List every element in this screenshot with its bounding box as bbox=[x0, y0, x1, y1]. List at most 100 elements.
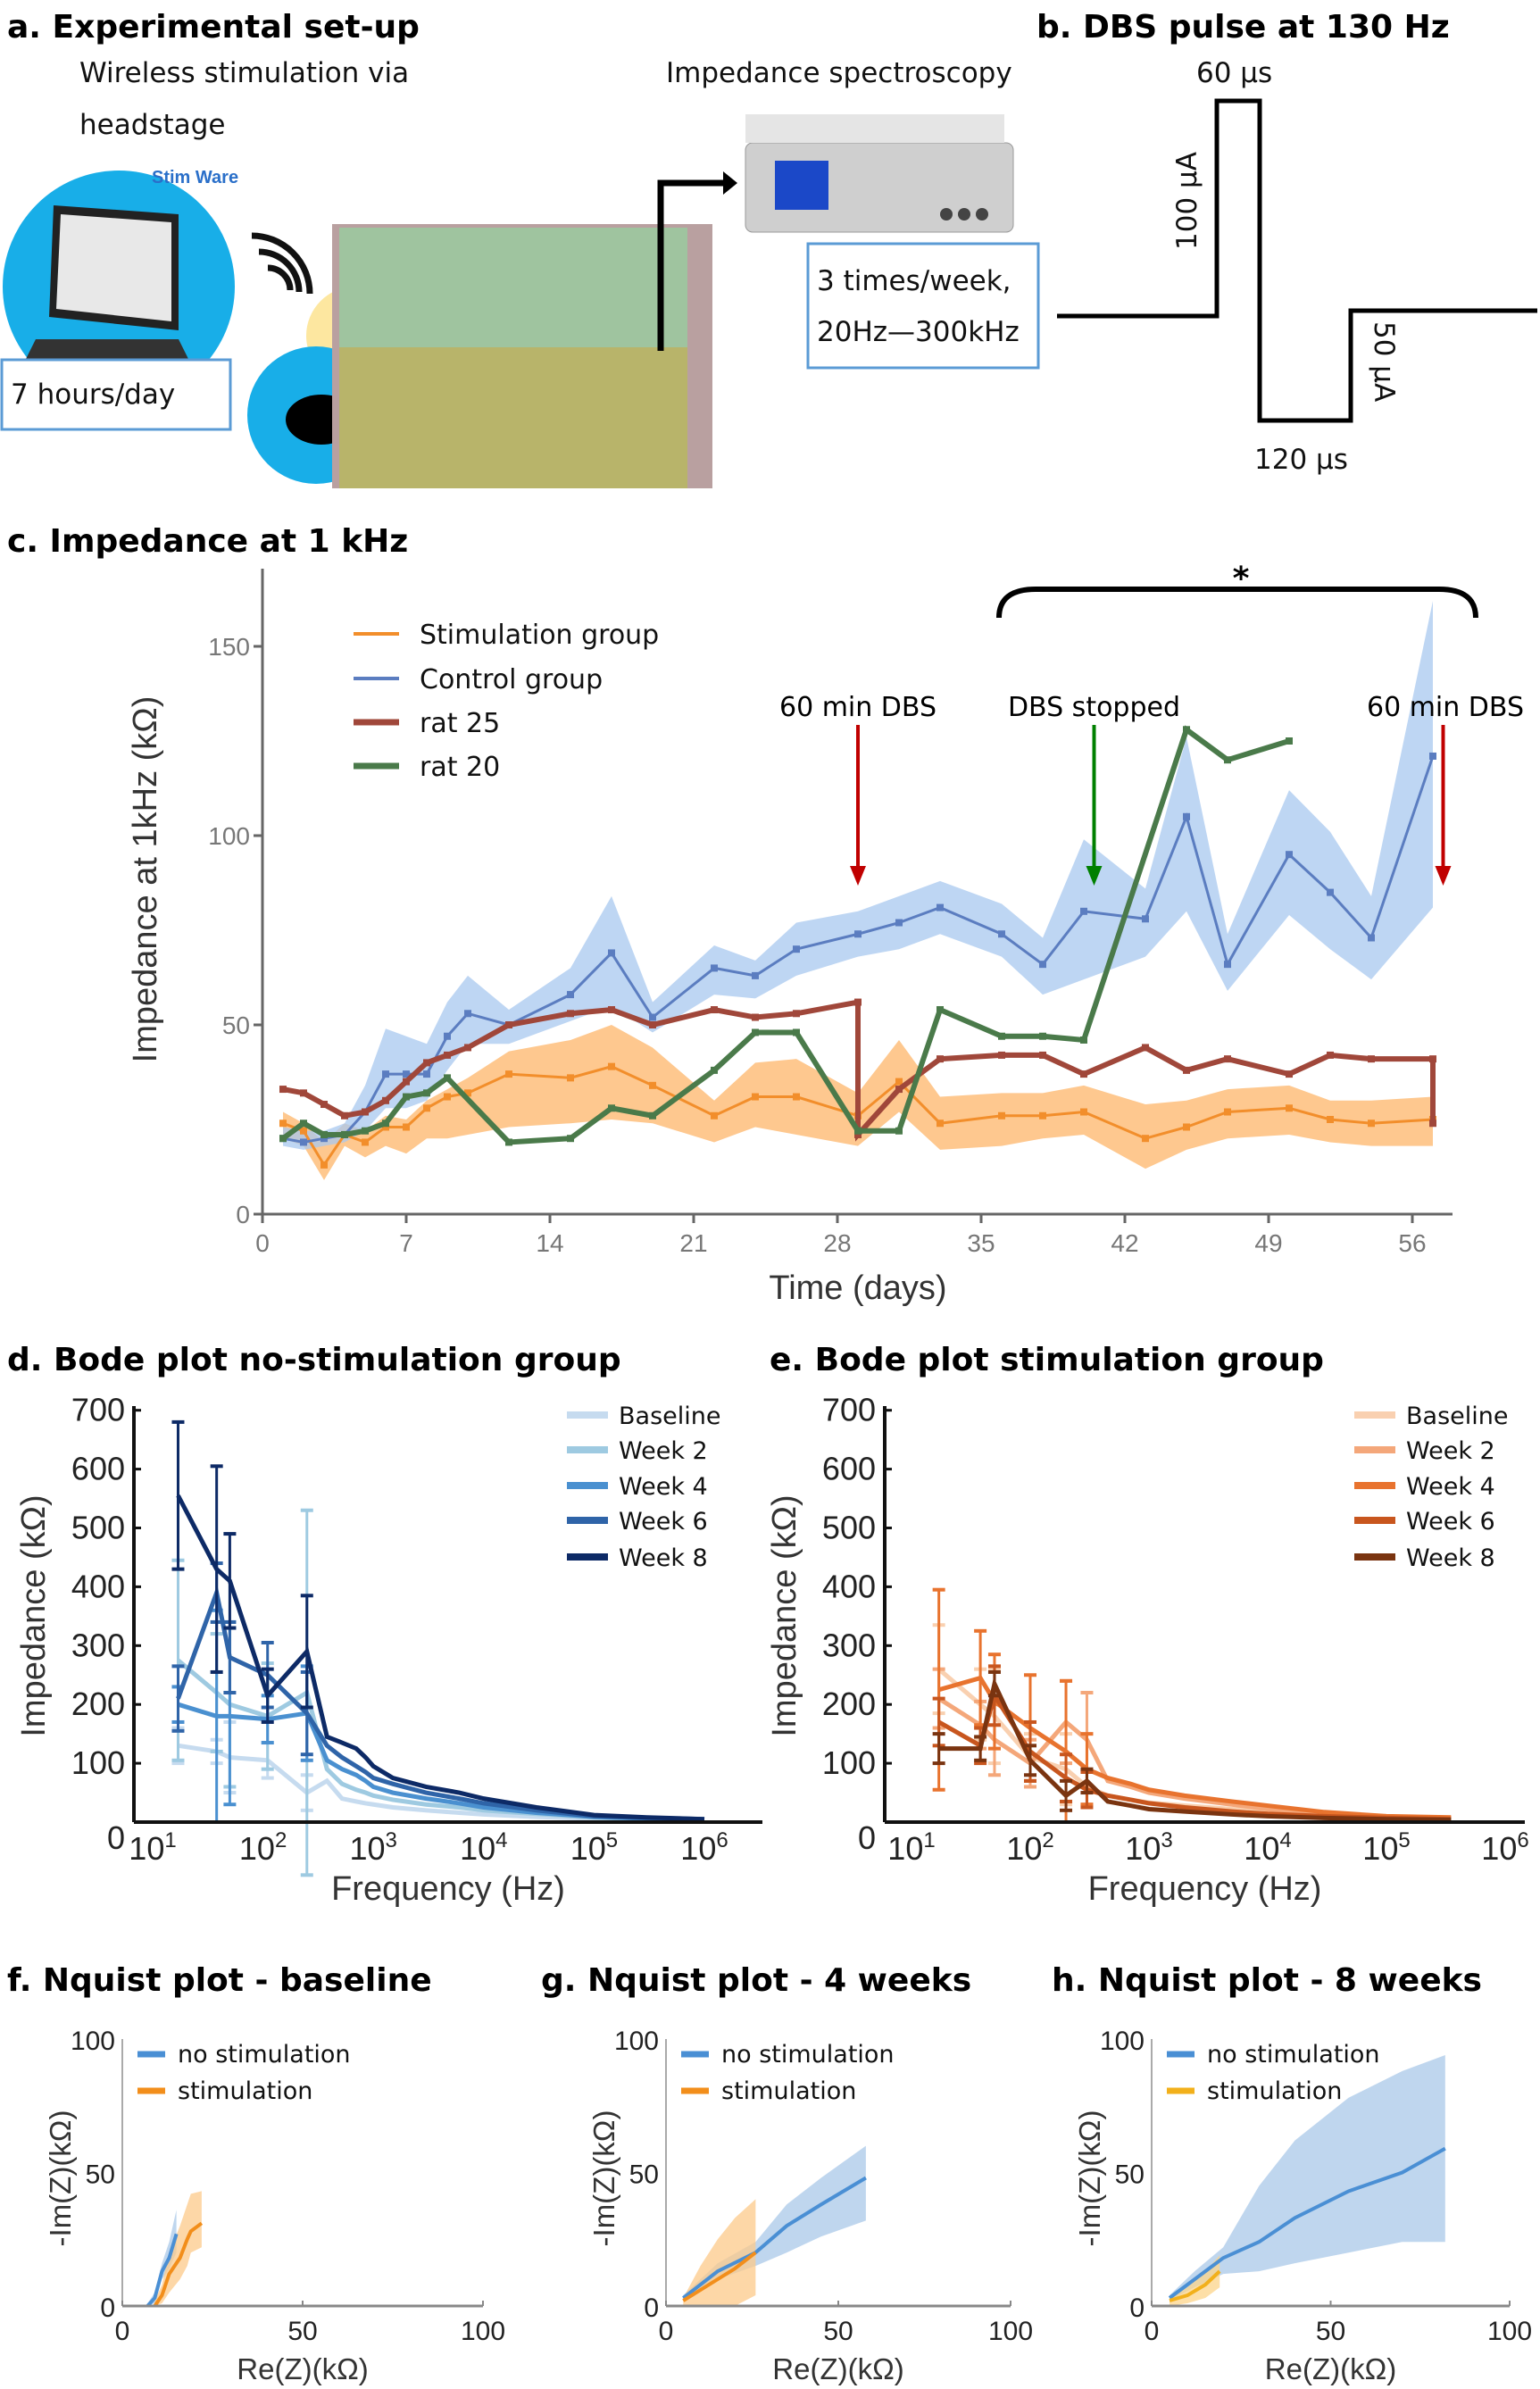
panel-g: g. Nquist plot - 4 weeks 0 50 100 0 50 100 Re(Z… bbox=[541, 1962, 1033, 2385]
data-point bbox=[444, 1074, 451, 1082]
data-point bbox=[1039, 1111, 1046, 1120]
data-point bbox=[1368, 1120, 1375, 1128]
y-tick-label: 0 bbox=[107, 1819, 125, 1856]
data-point bbox=[279, 1086, 287, 1094]
y-tick-label: 100 bbox=[614, 2027, 659, 2056]
panel-g-title: g. Nquist plot - 4 weeks bbox=[541, 1962, 971, 1999]
data-point bbox=[1183, 726, 1190, 734]
legend-label: Week 8 bbox=[619, 1544, 708, 1572]
series-line-no-stimulation bbox=[1168, 2146, 1446, 2300]
band-no-stimulation bbox=[1170, 2054, 1445, 2302]
y-axis-label: Impedance at 1kHz (kΩ) bbox=[127, 696, 164, 1063]
band-stimulation bbox=[154, 2191, 202, 2306]
data-point bbox=[362, 1108, 369, 1116]
data-point bbox=[998, 1051, 1005, 1059]
x-tick-label: 105 bbox=[1362, 1828, 1410, 1867]
y-tick-label: 0 bbox=[1129, 2293, 1145, 2323]
y-tick-label: 400 bbox=[822, 1568, 876, 1604]
data-point bbox=[1039, 1032, 1046, 1040]
x-tick-label: 103 bbox=[1125, 1828, 1172, 1867]
stimware-logo: Stim Ware bbox=[152, 168, 238, 187]
annotation-label: 60 min DBS bbox=[779, 692, 936, 723]
data-point bbox=[854, 1130, 862, 1138]
data-point bbox=[854, 930, 862, 938]
data-point bbox=[1368, 1055, 1375, 1063]
x-tick-exponent: 6 bbox=[716, 1828, 728, 1852]
data-point bbox=[444, 1093, 451, 1101]
x-tick-label: 101 bbox=[129, 1828, 176, 1867]
series-line-week-4 bbox=[937, 1675, 1452, 1820]
x-tick-label: 49 bbox=[1254, 1229, 1282, 1257]
panel-c: c. Impedance at 1 kHz 0 7 14 21 28 35 42 49 56 0 50… bbox=[7, 523, 1524, 1307]
cage-upper-compartment bbox=[339, 228, 687, 347]
x-tick-label: 42 bbox=[1111, 1229, 1138, 1257]
data-point bbox=[300, 1138, 307, 1146]
data-point bbox=[1286, 1104, 1293, 1112]
band-stimulation bbox=[1170, 2255, 1220, 2306]
panel-h: h. Nquist plot - 8 weeks 0 50 100 0 50 100 Re(Z… bbox=[1052, 1962, 1532, 2385]
x-tick-label: 104 bbox=[1244, 1828, 1291, 1867]
connection-arrow bbox=[657, 179, 725, 351]
x-tick-label: 35 bbox=[967, 1229, 995, 1257]
data-point bbox=[998, 1032, 1005, 1040]
data-point bbox=[341, 1130, 348, 1138]
data-point bbox=[423, 1104, 430, 1112]
y-tick-label: 300 bbox=[71, 1627, 125, 1663]
y-axis-label: -Im(Z)(kΩ) bbox=[587, 2110, 620, 2247]
data-point bbox=[1224, 756, 1231, 764]
legend-label: Baseline bbox=[619, 1403, 720, 1430]
significance-star: * bbox=[1233, 561, 1250, 597]
x-tick-label: 101 bbox=[887, 1828, 935, 1867]
data-point bbox=[711, 964, 718, 972]
x-tick-label: 100 bbox=[1487, 2317, 1532, 2346]
y-axis-label: -Im(Z)(kΩ) bbox=[44, 2110, 77, 2247]
x-tick-exponent: 2 bbox=[1042, 1828, 1053, 1852]
y-tick-label: 400 bbox=[71, 1568, 125, 1604]
data-point bbox=[362, 1138, 369, 1146]
data-point bbox=[320, 1161, 328, 1169]
y-tick-label: 50 bbox=[86, 2160, 115, 2190]
data-point bbox=[464, 1044, 471, 1052]
data-point bbox=[793, 945, 800, 953]
legend-label: Week 6 bbox=[1406, 1508, 1495, 1536]
x-tick-label: 0 bbox=[115, 2317, 130, 2346]
x-tick-label: 50 bbox=[287, 2317, 317, 2346]
y-tick-label: 700 bbox=[822, 1392, 876, 1428]
data-point bbox=[279, 1120, 287, 1128]
data-point bbox=[752, 1028, 759, 1036]
y-tick-label: 500 bbox=[822, 1510, 876, 1546]
data-point bbox=[711, 1006, 718, 1014]
x-tick-exponent: 1 bbox=[923, 1828, 935, 1852]
x-tick-exponent: 5 bbox=[606, 1828, 618, 1852]
data-point bbox=[936, 1006, 944, 1014]
data-point bbox=[1327, 1116, 1334, 1123]
data-point bbox=[464, 1089, 471, 1097]
legend-label: stimulation bbox=[721, 2077, 856, 2105]
data-point bbox=[711, 1111, 718, 1120]
series-line-week-8 bbox=[176, 1494, 705, 1822]
x-tick-exponent: 3 bbox=[386, 1828, 397, 1852]
data-point bbox=[403, 1078, 410, 1086]
pulse-width-negative: 120 µs bbox=[1254, 444, 1348, 476]
legend-label: stimulation bbox=[1207, 2077, 1342, 2105]
data-point bbox=[649, 1013, 656, 1021]
panel-c-title: c. Impedance at 1 kHz bbox=[7, 523, 408, 560]
annotation-arrow-head bbox=[1435, 866, 1452, 886]
y-tick-label: 600 bbox=[822, 1451, 876, 1487]
data-point bbox=[341, 1111, 348, 1120]
x-tick-exponent: 4 bbox=[1279, 1828, 1291, 1852]
data-point bbox=[1080, 1070, 1087, 1078]
data-point bbox=[320, 1135, 328, 1143]
data-point bbox=[1429, 752, 1436, 760]
data-point bbox=[1142, 915, 1149, 923]
y-tick-label: 100 bbox=[1100, 2027, 1145, 2056]
data-point bbox=[895, 1078, 903, 1086]
x-axis-label: Re(Z)(kΩ) bbox=[237, 2352, 368, 2385]
data-point bbox=[1286, 737, 1293, 745]
y-tick-label: 500 bbox=[71, 1510, 125, 1546]
pulse-width-positive: 60 µs bbox=[1196, 57, 1272, 89]
series-line-no-stimulation bbox=[146, 2233, 179, 2308]
y-tick-label: 50 bbox=[1115, 2160, 1145, 2190]
